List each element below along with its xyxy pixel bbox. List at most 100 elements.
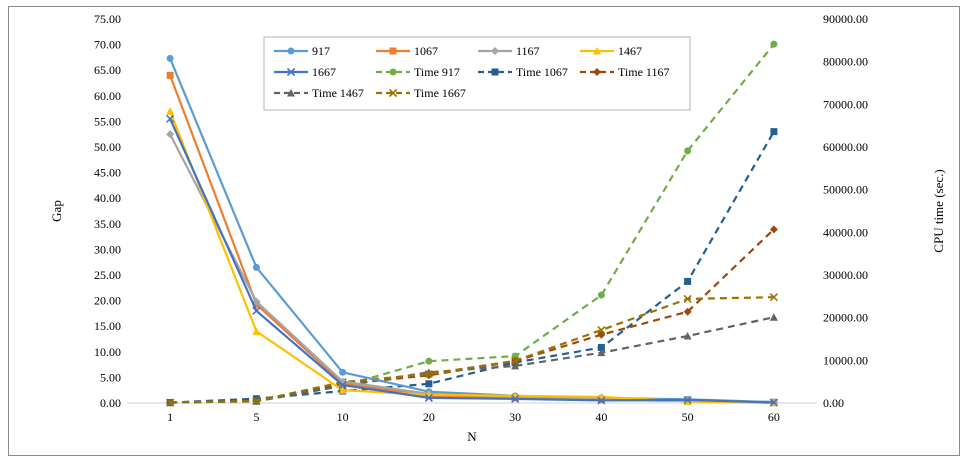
tick-labels: 0.00 5.00 10.00 15.00 20.00 25.00 30.00 35.00 40… <box>94 12 868 424</box>
data-point-917 <box>339 368 347 376</box>
series-line-1667 <box>169 118 774 404</box>
data-point-time-1167 <box>683 307 692 316</box>
y2-tick-label: 80000.00 <box>823 55 868 69</box>
series-1067 <box>166 71 778 406</box>
legend-item-time-917: Time 917 <box>376 65 460 79</box>
y-tick-label: 25.00 <box>94 268 121 282</box>
y-tick-label: 40.00 <box>94 191 121 205</box>
y-tick-label: 50.00 <box>94 140 121 154</box>
y-tick-label: 5.00 <box>100 370 121 384</box>
y-tick-label: 15.00 <box>94 319 121 333</box>
data-point-time-1467 <box>424 368 433 376</box>
legend-box <box>263 36 691 111</box>
legend-label: 1467 <box>618 44 642 58</box>
legend-label: 917 <box>312 44 330 58</box>
y-tick-label: 65.00 <box>94 63 121 77</box>
y-tick-label: 20.00 <box>94 294 121 308</box>
data-point-1667 <box>166 114 175 123</box>
x-tick-label: 40 <box>595 410 607 424</box>
y-tick-label: 35.00 <box>94 217 121 231</box>
y2-axis-title: CPU time (sec.) <box>931 169 946 252</box>
legend-label: Time 1167 <box>618 65 669 79</box>
y2-tick-label: 40000.00 <box>823 225 868 239</box>
data-point-time-917 <box>425 357 433 365</box>
y-tick-label: 75.00 <box>94 12 121 26</box>
series-layer <box>166 40 778 407</box>
y-tick-label: 0.00 <box>100 396 121 410</box>
legend-item-time-1667: Time 1667 <box>376 86 466 100</box>
y-tick-label: 30.00 <box>94 242 121 256</box>
line-chart: 0.00 5.00 10.00 15.00 20.00 25.00 30.00 35.00 40… <box>49 12 946 444</box>
legend-marker <box>388 88 398 98</box>
x-tick-label: 50 <box>682 410 694 424</box>
series-line-1167 <box>169 133 774 404</box>
legend-marker <box>389 68 397 76</box>
chart-frame: 0.00 5.00 10.00 15.00 20.00 25.00 30.00 35.00 40… <box>8 6 960 456</box>
y-tick-label: 60.00 <box>94 89 121 103</box>
legend-label: Time 1467 <box>312 86 364 100</box>
x-tick-label: 20 <box>423 410 435 424</box>
x-tick-label: 10 <box>337 410 349 424</box>
legend-item-1667: 1667 <box>274 65 336 79</box>
data-point-time-1067 <box>425 380 433 388</box>
legend-marker <box>287 47 295 55</box>
data-point-time-917 <box>684 147 692 155</box>
legend-label: Time 1667 <box>414 86 466 100</box>
legend-item-1167: 1167 <box>478 44 540 58</box>
data-point-time-1467 <box>511 361 520 370</box>
data-point-time-1167 <box>769 225 778 234</box>
data-point-time-1667 <box>683 294 692 303</box>
series-line-1067 <box>169 74 774 404</box>
series-line-time-1067 <box>170 131 775 404</box>
data-point-1667 <box>424 393 433 402</box>
data-point-time-917 <box>511 352 519 360</box>
x-tick-label: 5 <box>253 410 259 424</box>
y2-tick-label: 0.00 <box>823 396 844 410</box>
data-point-time-1667 <box>252 396 261 405</box>
data-point-time-1467 <box>597 348 606 357</box>
data-point-1467 <box>338 386 347 394</box>
data-point-1667 <box>769 398 778 407</box>
data-point-917 <box>166 54 174 62</box>
data-point-1067 <box>166 71 174 79</box>
legend-marker <box>287 89 295 97</box>
data-point-time-1667 <box>166 398 175 407</box>
legend-item-1067: 1067 <box>376 44 438 58</box>
data-point-time-1667 <box>511 356 520 365</box>
series-1667 <box>166 114 778 407</box>
legend-marker <box>593 47 601 55</box>
data-point-1667 <box>597 396 606 405</box>
y-axis-title: Gap <box>49 200 64 222</box>
data-point-time-1467 <box>683 332 692 340</box>
legend-item-917: 917 <box>274 44 330 58</box>
legend-marker <box>491 47 499 55</box>
x-tick-label: 30 <box>509 410 521 424</box>
y2-tick-label: 10000.00 <box>823 353 868 367</box>
legend-marker <box>491 68 499 76</box>
data-point-1667 <box>511 394 520 403</box>
legend-label: Time 1067 <box>516 65 568 79</box>
y2-tick-label: 30000.00 <box>823 268 868 282</box>
legend-item-time-1167: Time 1167 <box>580 65 669 79</box>
data-point-time-1067 <box>597 344 605 352</box>
y-tick-label: 10.00 <box>94 345 121 359</box>
series-time-1167 <box>166 225 778 407</box>
data-point-1167 <box>166 130 175 139</box>
legend-item-time-1067: Time 1067 <box>478 65 568 79</box>
y-tick-label: 45.00 <box>94 166 121 180</box>
legend-label: 1167 <box>516 44 540 58</box>
legend-marker <box>593 68 601 76</box>
data-point-1667 <box>683 395 692 404</box>
data-point-1667 <box>252 306 261 315</box>
data-point-time-1667 <box>597 325 606 335</box>
data-point-time-917 <box>770 40 778 48</box>
legend: 917 1067 1167 1467 1667 Time 917 Time 1067 Time… <box>263 36 691 111</box>
series-line-time-1667 <box>170 296 774 404</box>
data-point-1467 <box>166 107 175 115</box>
y2-tick-label: 90000.00 <box>823 12 868 26</box>
data-point-917 <box>252 263 260 271</box>
series-line-time-1167 <box>170 228 775 404</box>
y2-tick-label: 70000.00 <box>823 97 868 111</box>
data-point-1667 <box>338 381 347 390</box>
data-point-time-1667 <box>769 293 778 302</box>
